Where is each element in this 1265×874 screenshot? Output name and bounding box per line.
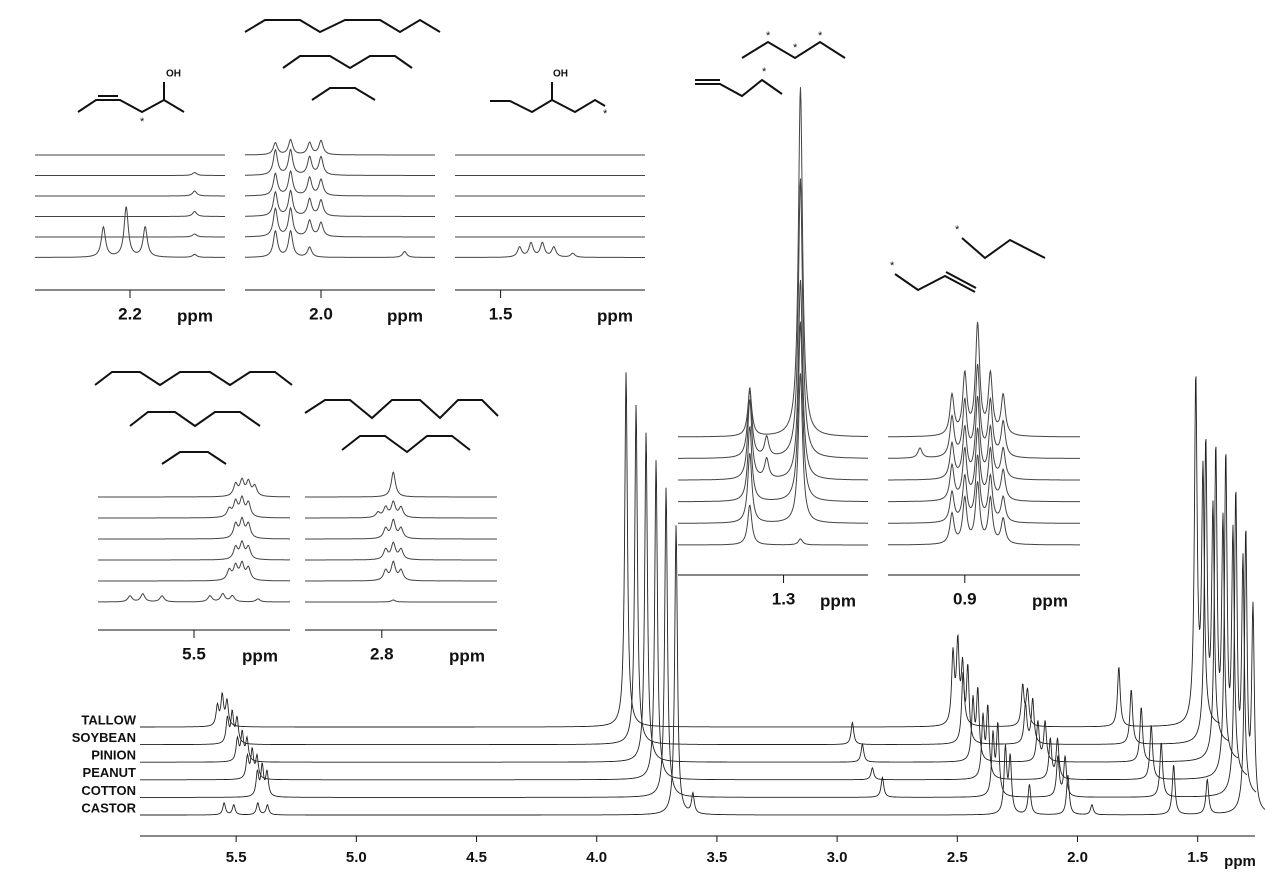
- molecule: [741, 40, 846, 60]
- molecule: [894, 273, 976, 293]
- oh: OH: [553, 69, 568, 80]
- spectrum: [35, 210, 225, 217]
- star: *: [890, 260, 895, 272]
- inset-tick-label: 0.9: [953, 589, 977, 608]
- spectrum: [98, 495, 290, 519]
- oh: OH: [166, 69, 181, 80]
- molecule: [161, 451, 227, 465]
- spectrum: [678, 504, 868, 546]
- molecule: [282, 55, 413, 70]
- spectrum: [888, 395, 1080, 481]
- spectrum: [98, 592, 290, 603]
- spectrum: [140, 525, 1265, 816]
- x-tick-label: 2.5: [947, 849, 968, 866]
- spectrum: [245, 189, 435, 217]
- molecule: [341, 435, 471, 454]
- inset-axis-label: ppm: [387, 306, 423, 325]
- series-label: PEANUT: [83, 765, 137, 780]
- spectrum: [245, 138, 435, 156]
- spectrum: [35, 190, 225, 197]
- spectrum: [140, 372, 1221, 728]
- inset-tick-label: 5.5: [182, 644, 206, 663]
- inset-axis-label: ppm: [820, 591, 856, 610]
- spectrum: [140, 487, 1257, 798]
- inset-tick-label: 1.3: [772, 589, 796, 608]
- x-tick-label: 5.0: [346, 849, 367, 866]
- spectrum: [888, 363, 1080, 459]
- x-tick-label: 5.5: [226, 849, 247, 866]
- spectrum: [454, 241, 645, 258]
- spectrum: [245, 206, 435, 238]
- star: *: [140, 116, 145, 128]
- x-tick-label: 1.5: [1187, 849, 1208, 866]
- molecule: [695, 78, 783, 98]
- spectrum: [245, 148, 435, 176]
- spectrum: [35, 233, 225, 238]
- spectrum: [678, 321, 868, 503]
- inset-tick-label: 2.8: [370, 644, 394, 663]
- spectrum: [98, 560, 290, 582]
- spectrum: [305, 541, 497, 561]
- series-label: TALLOW: [81, 712, 136, 727]
- inset-axis-label: ppm: [1032, 591, 1068, 610]
- spectrum: [98, 477, 290, 498]
- molecule: [244, 18, 441, 34]
- series-label: COTTON: [81, 783, 136, 798]
- star: *: [818, 30, 823, 42]
- spectrum: [245, 170, 435, 197]
- star: *: [766, 30, 771, 42]
- molecule: [311, 87, 376, 101]
- bond: [945, 271, 977, 289]
- spectrum: [888, 454, 1080, 524]
- spectrum: [678, 279, 868, 481]
- spectrum: [888, 321, 1080, 438]
- spectrum: [678, 178, 868, 459]
- spectrum: [305, 518, 497, 540]
- inset-axis-label: ppm: [597, 306, 633, 325]
- spectrum: [245, 229, 435, 258]
- inset-tick-label: 2.2: [118, 304, 142, 323]
- x-tick-label: 2.0: [1067, 849, 1088, 866]
- spectrum: [98, 540, 290, 561]
- spectrum: [98, 516, 290, 540]
- spectrum: [678, 373, 868, 524]
- molecule: [961, 237, 1046, 260]
- structures: OH * OH * * * * * * *: [77, 18, 1046, 465]
- molecule: [129, 411, 261, 428]
- star: *: [762, 66, 767, 78]
- spectrum: [35, 206, 225, 258]
- star: *: [955, 224, 960, 236]
- spectrum: [305, 500, 497, 519]
- x-axis-label: ppm: [1224, 853, 1256, 870]
- spectrum: [140, 454, 1248, 781]
- series-label: PINION: [91, 748, 136, 763]
- spectrum: [140, 404, 1230, 746]
- inset-tick-label: 2.0: [309, 304, 333, 323]
- inset-axis-label: ppm: [242, 646, 278, 665]
- star: *: [603, 108, 608, 120]
- inset-axis-label: ppm: [449, 646, 485, 665]
- spectrum: [888, 427, 1081, 503]
- spectrum: [305, 560, 497, 582]
- molecule: [77, 98, 185, 114]
- spectrum: [678, 87, 868, 438]
- x-tick-label: 3.0: [827, 849, 848, 866]
- molecule: [94, 371, 293, 387]
- series-label: CASTOR: [81, 800, 136, 815]
- molecule: [490, 98, 606, 114]
- spectrum: [305, 471, 497, 498]
- molecule: [304, 399, 499, 420]
- spectrum: [305, 599, 497, 603]
- series-label: SOYBEAN: [72, 730, 136, 745]
- x-tick-label: 4.0: [586, 849, 607, 866]
- x-tick-label: 4.5: [466, 849, 487, 866]
- spectrum: [140, 432, 1239, 763]
- inset-tick-label: 1.5: [489, 304, 513, 323]
- inset-axis-label: ppm: [177, 306, 213, 325]
- x-tick-label: 3.5: [706, 849, 727, 866]
- spectrum: [35, 171, 225, 176]
- star: *: [793, 42, 798, 54]
- spectrum: [888, 481, 1080, 546]
